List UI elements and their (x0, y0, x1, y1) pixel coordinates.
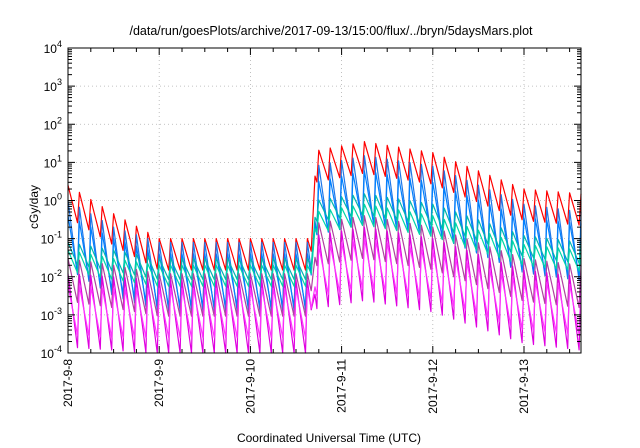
x-tick-label: 2017-9-8 (61, 359, 75, 407)
y-tick-label-base: 10 (41, 309, 55, 323)
y-tick-label-exponent: 1 (57, 153, 62, 163)
y-tick-label-exponent: -4 (54, 344, 62, 354)
series-layer (67, 141, 582, 354)
y-tick-label: 104 (44, 39, 62, 56)
series-line (67, 215, 582, 317)
x-tick-label: 2017-9-13 (517, 359, 531, 414)
y-tick-label-base: 10 (44, 118, 58, 132)
y-tick-label: 10-3 (41, 306, 62, 323)
x-tick-label: 2017-9-9 (152, 359, 166, 407)
x-tick-label: 2017-9-11 (335, 359, 349, 413)
ticks (67, 47, 581, 354)
y-tick-label-base: 10 (44, 195, 58, 209)
y-tick-label: 101 (44, 153, 62, 170)
series-line (67, 203, 582, 287)
series-line (67, 193, 582, 281)
y-tick-label-exponent: -3 (54, 306, 62, 316)
y-tick-label: 102 (44, 115, 62, 132)
y-tick-label: 103 (44, 77, 62, 94)
x-tick-label: 2017-9-10 (243, 359, 257, 414)
y-tick-label-exponent: 0 (57, 192, 62, 202)
series-line (67, 141, 582, 271)
y-tick-label-base: 10 (41, 271, 55, 285)
y-axis-label: cGy/day (27, 185, 41, 229)
y-tick-label-exponent: -2 (54, 268, 62, 278)
x-tick-label: 2017-9-12 (426, 359, 440, 414)
series-line (67, 238, 582, 339)
y-tick-label-base: 10 (44, 42, 58, 56)
y-tick-label: 10-1 (41, 230, 62, 247)
y-tick-label-exponent: 2 (57, 115, 62, 125)
chart-title: /data/run/goesPlots/archive/2017-09-13/1… (129, 24, 533, 38)
y-tick-label: 10-4 (41, 344, 62, 361)
y-tick-label: 100 (44, 192, 62, 209)
y-tick-label-exponent: -1 (54, 230, 62, 240)
x-tick-labels: 2017-9-8 2017-9-9 2017-9-10 2017-9-11 2017-9… (61, 359, 531, 414)
y-tick-label-exponent: 4 (57, 39, 62, 49)
x-axis-label: Coordinated Universal Time (UTC) (237, 431, 421, 445)
y-tick-label-base: 10 (44, 80, 58, 94)
y-tick-label-base: 10 (44, 156, 58, 170)
y-tick-label-base: 10 (41, 347, 55, 361)
y-tick-label: 10-2 (41, 268, 62, 285)
y-tick-label-exponent: 3 (57, 77, 62, 87)
y-tick-label-base: 10 (41, 233, 55, 247)
